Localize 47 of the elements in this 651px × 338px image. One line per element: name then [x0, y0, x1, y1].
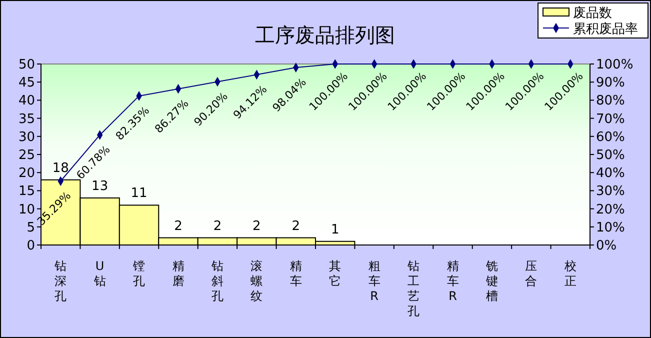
data-label: 2: [213, 218, 222, 234]
x-tick-label: 粗车R: [368, 259, 380, 303]
x-tick-label: 铣键槽: [484, 259, 498, 303]
x-tick-label: 校正: [563, 259, 576, 288]
data-label: 2: [252, 218, 261, 234]
x-tick-label: 滚螺纹: [250, 259, 263, 303]
y-tick-label: 10: [18, 202, 35, 218]
y2-tick-label: 10%: [596, 220, 625, 236]
x-tick-label: 精磨: [172, 259, 184, 288]
y2-tick-label: 40%: [596, 166, 625, 182]
y2-tick-label: 30%: [596, 184, 625, 200]
data-label: 2: [174, 218, 182, 234]
y-tick-label: 0: [26, 238, 35, 254]
y-tick-label: 45: [18, 76, 35, 91]
x-tick-label: 其它: [329, 259, 342, 288]
x-tick-label: 钻工艺孔: [406, 259, 420, 318]
chart-title: 工序废品排列图: [255, 23, 395, 47]
y-tick-label: 5: [26, 220, 35, 236]
y2-tick-label: 20%: [596, 202, 625, 218]
data-label: 1: [330, 222, 340, 238]
y-tick-label: 30: [18, 130, 35, 145]
x-tick-label: 精车: [290, 259, 302, 288]
y2-tick-label: 100%: [596, 58, 634, 72]
data-label: 2: [292, 218, 300, 234]
y-tick-label: 40: [18, 94, 35, 109]
y2-tick-label: 70%: [596, 112, 625, 127]
x-tick-label: 钻斜孔: [210, 259, 224, 303]
y-tick-label: 20: [18, 166, 35, 182]
data-label: 11: [130, 186, 148, 202]
x-tick-label: 精车R: [446, 259, 459, 303]
y-tick-label: 25: [18, 148, 35, 163]
data-label: 18: [52, 160, 69, 176]
x-tick-label: 钻深孔: [54, 259, 67, 303]
y2-tick-label: 80%: [596, 94, 625, 109]
y-tick-label: 50: [18, 58, 35, 72]
y-tick-label: 15: [18, 184, 35, 200]
y2-tick-label: 60%: [596, 130, 625, 145]
x-tick-label: 镗孔: [132, 259, 146, 288]
y2-tick-label: 90%: [596, 76, 625, 91]
y-tick-label: 35: [18, 112, 35, 127]
data-label: 13: [92, 178, 108, 194]
x-tick-label: U钻: [92, 259, 106, 288]
legend-label: 废品数: [573, 6, 612, 21]
y2-tick-label: 0%: [596, 238, 617, 254]
y2-tick-label: 50%: [596, 148, 625, 163]
x-tick-label: 压合: [525, 259, 538, 288]
legend-label: 累积废品率: [573, 21, 638, 37]
